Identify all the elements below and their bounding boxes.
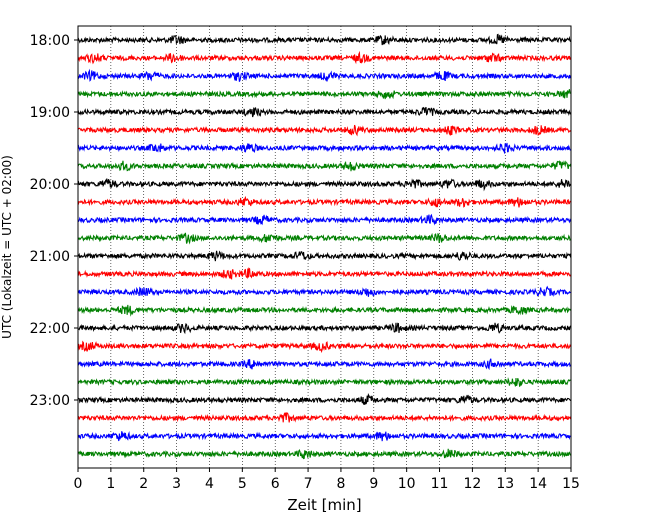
y-tick-label: 18:00 — [30, 33, 70, 49]
x-tick-label: 7 — [304, 476, 313, 492]
x-tick-label: 3 — [172, 476, 181, 492]
y-tick-label: 20:00 — [30, 177, 70, 193]
trace-1945 — [77, 160, 572, 172]
x-tick-label: 15 — [562, 476, 580, 492]
trace-2045 — [77, 232, 571, 245]
x-tick-label: 12 — [463, 476, 481, 492]
trace-1815 — [77, 50, 572, 65]
trace-2245 — [77, 377, 571, 388]
x-tick-label: 5 — [238, 476, 247, 492]
trace-2330 — [77, 430, 571, 442]
trace-1845 — [77, 89, 571, 100]
trace-2145 — [77, 304, 572, 317]
y-tick-label: 23:00 — [30, 393, 70, 409]
y-tick-label: 19:00 — [30, 105, 70, 121]
x-tick-label: 6 — [271, 476, 280, 492]
y-tick-label: 22:00 — [30, 321, 70, 337]
trace-2300 — [77, 393, 572, 405]
seismic-traces — [77, 33, 572, 460]
x-tick-label: 10 — [398, 476, 416, 492]
plot-frame — [77, 25, 572, 469]
trace-1830 — [77, 68, 572, 82]
x-axis-label: Zeit [min] — [287, 496, 361, 514]
trace-1800 — [77, 33, 572, 46]
y-axis-label: UTC (Lokalzeit = UTC + 02:00) — [0, 155, 14, 339]
x-tick-label: 14 — [529, 476, 547, 492]
x-tick-label: 2 — [139, 476, 148, 492]
x-tick-label: 4 — [205, 476, 214, 492]
x-tick-label: 13 — [496, 476, 514, 492]
trace-2215 — [77, 340, 572, 354]
trace-2230 — [77, 358, 572, 371]
trace-2130 — [77, 285, 571, 298]
x-tick-label: 9 — [369, 476, 378, 492]
x-tick-label: 1 — [106, 476, 115, 492]
axis-ticks: 0 1 2 3 4 5 6 7 8 9 10 11 12 13 14 1518:0019:0020:0021:… — [30, 33, 580, 492]
x-tick-label: 0 — [74, 476, 83, 492]
trace-2000 — [77, 178, 572, 192]
trace-2100 — [78, 250, 572, 262]
trace-2345 — [77, 448, 571, 460]
trace-1915 — [77, 124, 572, 137]
trace-1900 — [77, 106, 572, 118]
trace-2200 — [77, 322, 572, 335]
x-tick-label: 8 — [336, 476, 345, 492]
y-tick-label: 21:00 — [30, 249, 70, 265]
trace-1930 — [77, 142, 571, 154]
trace-2115 — [77, 267, 572, 280]
trace-2030 — [77, 213, 572, 226]
trace-2315 — [77, 412, 572, 423]
x-tick-label: 11 — [431, 476, 449, 492]
trace-2015 — [77, 195, 571, 208]
